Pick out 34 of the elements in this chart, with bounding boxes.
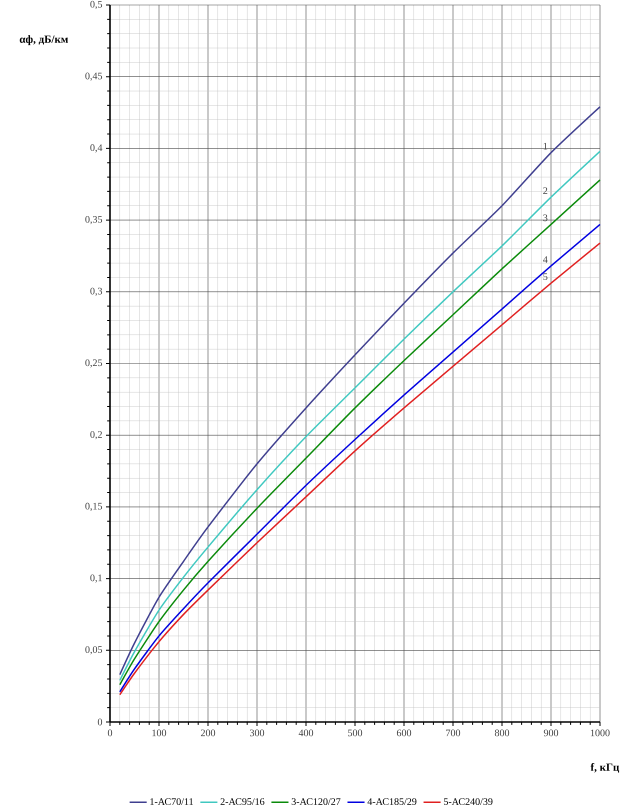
y-tick-label: 0,2 bbox=[90, 431, 102, 440]
y-tick-label: 0,35 bbox=[85, 216, 102, 224]
legend-label: 3-АС120/27 bbox=[292, 798, 340, 805]
x-tick-label: 600 bbox=[396, 730, 412, 736]
legend-label: 2-АС95/16 bbox=[220, 798, 264, 805]
annotation: 1 bbox=[544, 142, 548, 150]
x-tick-label: 300 bbox=[250, 730, 264, 736]
x-tick-label: 900 bbox=[544, 730, 558, 736]
y-tick-label: 0,5 bbox=[90, 0, 102, 10]
x-tick-label: 400 bbox=[298, 730, 314, 736]
y-tick-label: 0,1 bbox=[90, 574, 102, 583]
x-tick-label: 800 bbox=[494, 730, 510, 736]
y-tick-label: 0,4 bbox=[90, 144, 102, 152]
y-tick-label: 0,45 bbox=[85, 72, 102, 81]
legend-label: 1-АС70/11 bbox=[150, 798, 193, 805]
annotation: 3 bbox=[543, 214, 548, 222]
y-tick-label: 0,15 bbox=[85, 502, 102, 511]
x-tick-label: 200 bbox=[200, 730, 216, 736]
y-tick-label: 0 bbox=[98, 718, 102, 726]
y-tick-label: 0,05 bbox=[85, 646, 102, 654]
y-tick-label: 0,25 bbox=[85, 359, 102, 368]
legend-label: 5-АС240/39 bbox=[444, 798, 492, 805]
x-axis-title: f, кГц bbox=[590, 763, 620, 773]
x-tick-label: 100 bbox=[152, 730, 166, 736]
x-tick-label: 1000 bbox=[590, 730, 610, 736]
x-tick-label: 500 bbox=[348, 730, 362, 736]
annotation: 5 bbox=[543, 273, 548, 280]
y-tick-label: 0,3 bbox=[90, 288, 102, 296]
annotation: 2 bbox=[543, 187, 548, 194]
annotation: 4 bbox=[542, 256, 548, 263]
legend-label: 4-АС185/29 bbox=[367, 798, 416, 805]
y-axis-title: αф, дБ/км bbox=[20, 35, 68, 46]
x-tick-label: 700 bbox=[446, 730, 460, 736]
x-tick-label: 0 bbox=[108, 730, 112, 736]
